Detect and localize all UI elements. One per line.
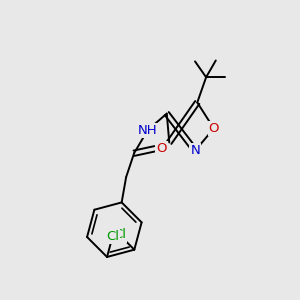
Text: Cl: Cl <box>113 229 126 242</box>
Text: N: N <box>190 144 200 157</box>
Text: O: O <box>208 122 219 135</box>
Text: Cl: Cl <box>106 230 119 243</box>
Text: NH: NH <box>138 124 158 136</box>
Text: O: O <box>156 142 167 155</box>
